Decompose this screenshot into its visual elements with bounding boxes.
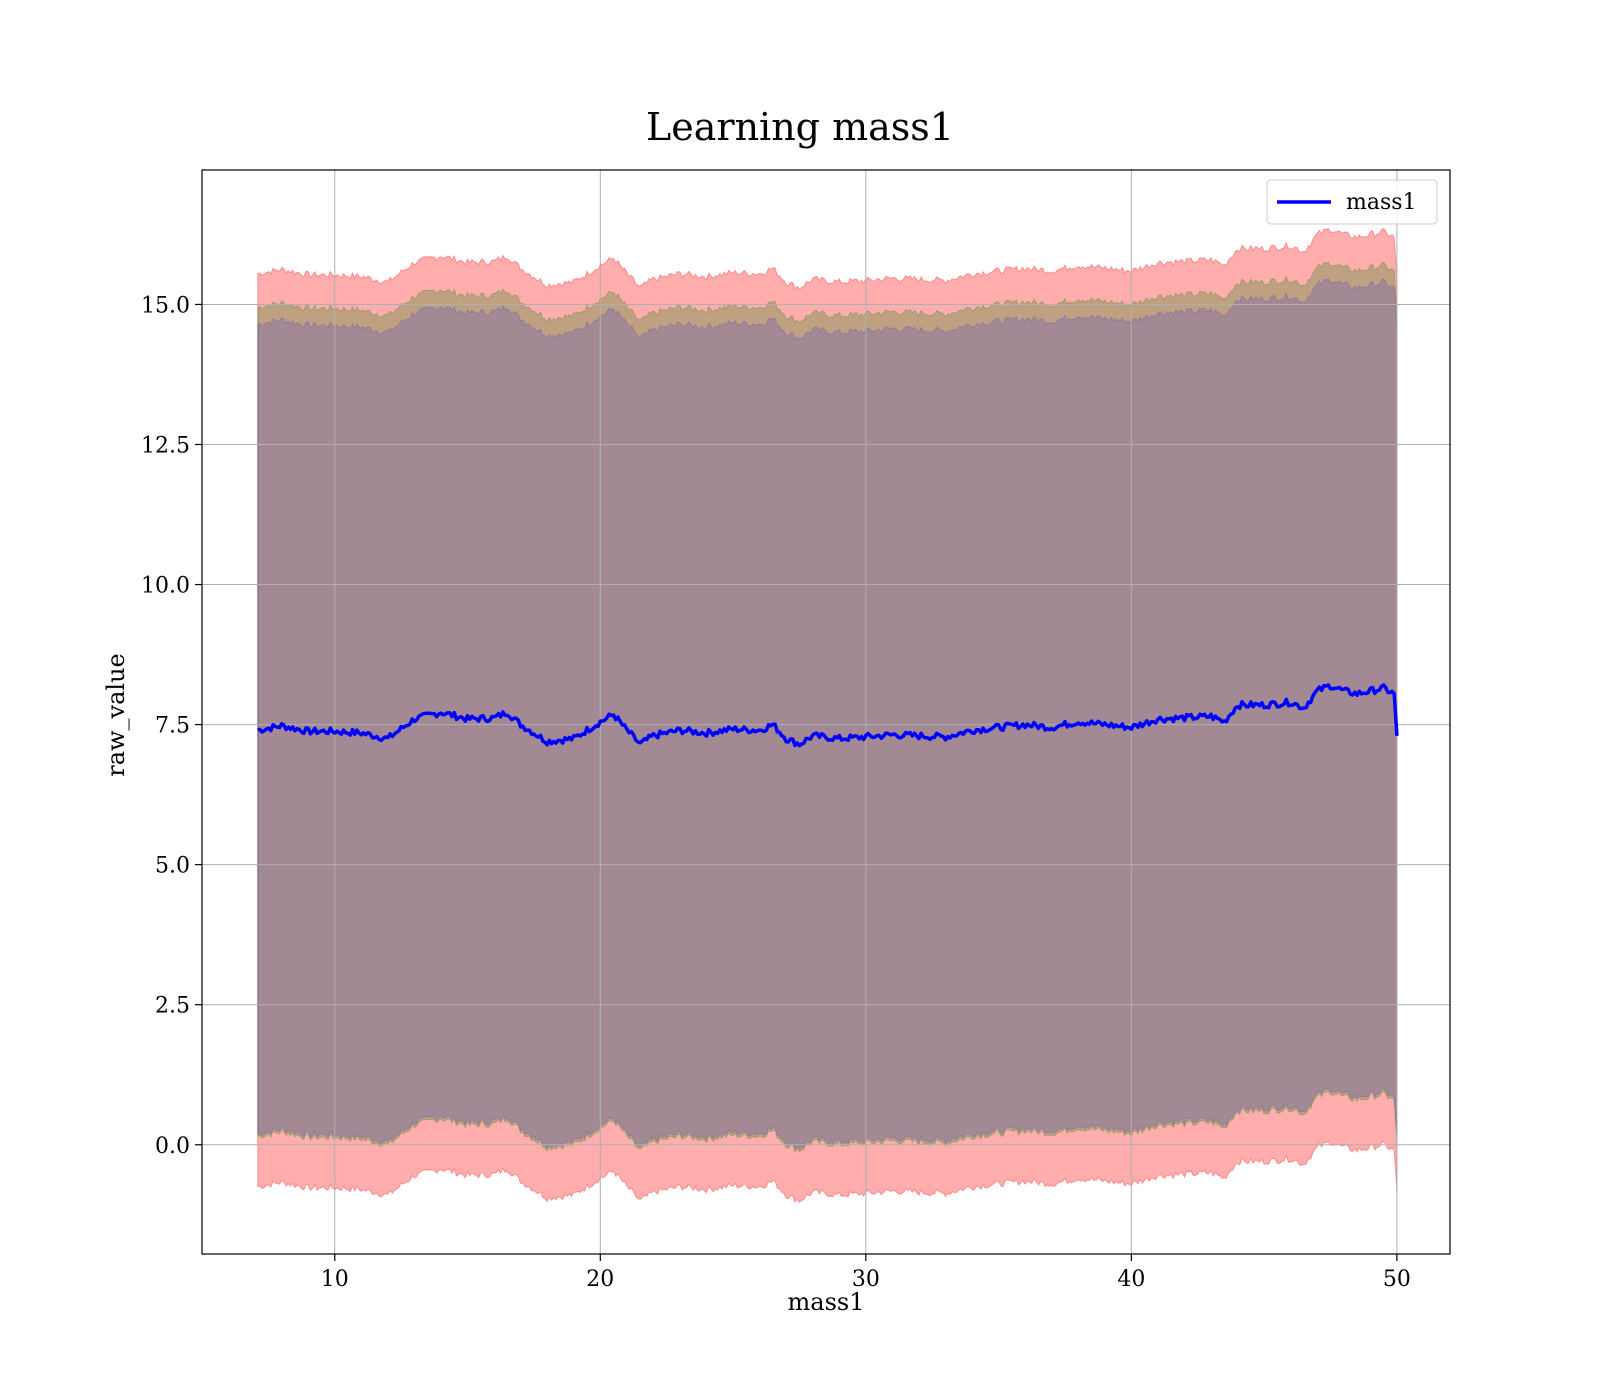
series-line-mass1 bbox=[257, 683, 1399, 748]
y-tick-label-0: 0.0 bbox=[155, 1134, 190, 1159]
y-tick-label-5: 12.5 bbox=[141, 434, 190, 459]
x-tick-label-0: 10 bbox=[321, 1267, 349, 1292]
chart-title: Learning mass1 bbox=[646, 105, 954, 149]
x-tick-label-1: 20 bbox=[586, 1267, 614, 1292]
confidence-bands bbox=[257, 227, 1398, 1204]
series-lines bbox=[257, 683, 1399, 748]
legend-box bbox=[1266, 179, 1438, 225]
x-tick-label-3: 40 bbox=[1117, 1267, 1145, 1292]
y-tick-label-1: 2.5 bbox=[155, 994, 190, 1019]
x-tick-label-4: 50 bbox=[1383, 1267, 1411, 1292]
x-axis-ticks: 10 20 30 40 50 bbox=[321, 1254, 1411, 1292]
y-tick-label-4: 10.0 bbox=[141, 574, 190, 599]
y-axis-label: raw_value bbox=[102, 653, 130, 777]
x-tick-label-2: 30 bbox=[852, 1267, 880, 1292]
plot-frame bbox=[201, 169, 1451, 1255]
legend: mass1 bbox=[1266, 179, 1438, 225]
y-tick-label-3: 7.5 bbox=[155, 714, 190, 739]
y-axis-ticks: 0.0 2.5 5.0 7.5 10.0 12.5 15.0 bbox=[141, 293, 202, 1159]
x-axis-label: mass1 bbox=[788, 1288, 865, 1316]
y-tick-label-2: 5.0 bbox=[155, 854, 190, 879]
y-tick-label-6: 15.0 bbox=[141, 293, 190, 318]
legend-label-mass1: mass1 bbox=[1346, 190, 1417, 215]
